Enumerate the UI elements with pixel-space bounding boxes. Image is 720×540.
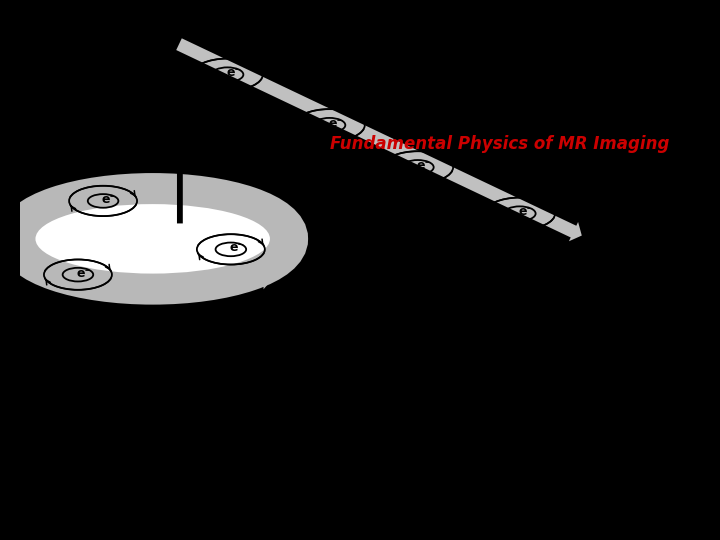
Text: produce a magnetic field (black arrow) perpendicular to the loop of wire. ε− =: produce a magnetic field (black arrow) p… <box>73 478 647 493</box>
Text: e⁻: e⁻ <box>328 117 343 130</box>
Text: Figure 1.: Figure 1. <box>34 453 108 468</box>
Text: e⁻: e⁻ <box>226 66 241 79</box>
Text: e⁻: e⁻ <box>417 159 432 172</box>
Text: e⁻: e⁻ <box>230 241 245 254</box>
Text: e⁻: e⁻ <box>76 267 91 280</box>
Text: electron.: electron. <box>621 503 686 518</box>
Text: Electrons flowing along a wire. An electric current in a loop of wire will: Electrons flowing along a wire. An elect… <box>99 453 614 468</box>
Text: Fundamental Physics of MR Imaging: Fundamental Physics of MR Imaging <box>330 135 669 153</box>
Text: e⁻: e⁻ <box>518 205 534 219</box>
Ellipse shape <box>35 204 270 274</box>
Text: e⁻: e⁻ <box>102 193 117 206</box>
